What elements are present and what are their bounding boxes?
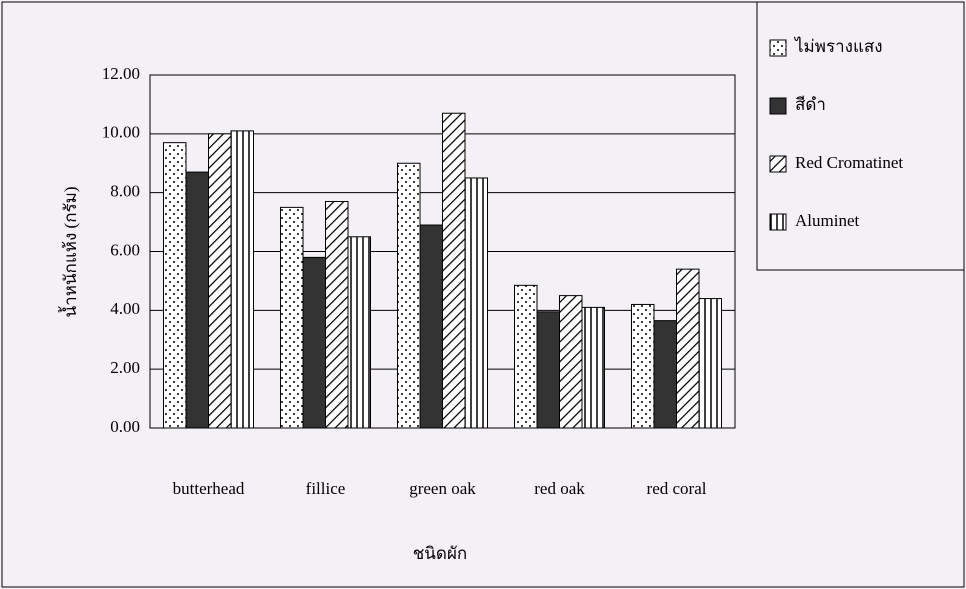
bar (230, 130, 254, 429)
x-tick-label: fillice (306, 479, 346, 498)
bar (536, 311, 560, 429)
bar (280, 206, 304, 429)
bar (185, 171, 209, 429)
y-tick-label: 2.00 (110, 358, 140, 377)
x-tick-label: red oak (534, 479, 585, 498)
bar (653, 320, 677, 429)
y-tick-label: 0.00 (110, 417, 140, 436)
bar (559, 295, 583, 429)
bar (347, 236, 371, 429)
bar (163, 142, 187, 429)
y-tick-label: 4.00 (110, 299, 140, 318)
y-tick-label: 12.00 (102, 64, 140, 83)
legend-swatch (769, 213, 787, 231)
legend-swatch (769, 97, 787, 115)
y-tick-label: 6.00 (110, 240, 140, 259)
bar (442, 112, 466, 429)
legend-label: สีดำ (795, 95, 826, 114)
bar (676, 268, 700, 429)
legend-label: Aluminet (795, 211, 859, 230)
legend-label: Red Cromatinet (795, 153, 903, 172)
bar (514, 284, 538, 429)
x-tick-label: green oak (409, 479, 476, 498)
y-tick-label: 10.00 (102, 123, 140, 142)
bar (698, 298, 722, 429)
legend-box (756, 1, 965, 271)
x-tick-label: butterhead (173, 479, 245, 498)
bar (397, 162, 421, 429)
x-axis-label: ชนิดผัก (413, 544, 467, 563)
x-tick-label: red coral (647, 479, 707, 498)
legend-swatch (769, 39, 787, 57)
bar (581, 306, 605, 429)
legend-swatch (769, 155, 787, 173)
bar (631, 303, 655, 429)
bar (208, 133, 232, 429)
y-tick-label: 8.00 (110, 182, 140, 201)
bar (464, 177, 488, 429)
y-axis-label: น้ำหนักแห้ง (กรัม) (58, 187, 80, 318)
bar (325, 200, 349, 429)
bar (419, 224, 443, 429)
bar (302, 256, 326, 429)
legend-label: ไม่พรางแสง (793, 36, 883, 56)
